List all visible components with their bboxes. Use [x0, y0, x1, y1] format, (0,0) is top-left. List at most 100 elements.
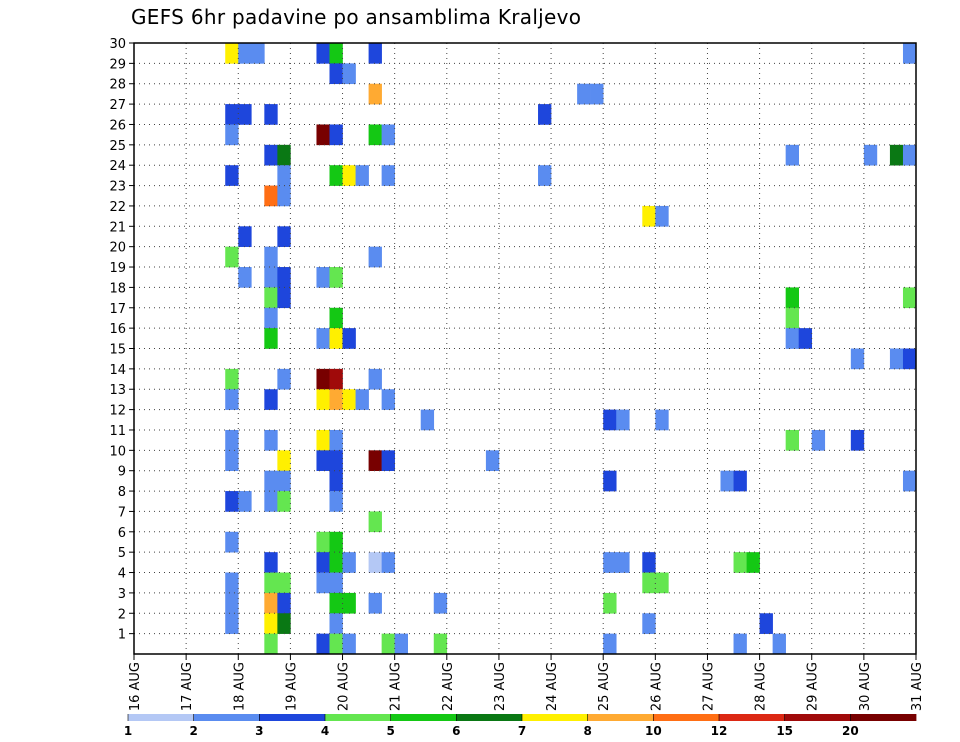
heatmap-cell: [264, 307, 278, 329]
heatmap-cell: [329, 552, 343, 573]
heatmap-cell: [368, 592, 382, 614]
y-tick-label: 4: [118, 567, 126, 582]
heatmap-cell: [277, 470, 291, 492]
heatmap-cell: [316, 450, 330, 471]
heatmap-cell: [603, 470, 617, 492]
heatmap-cell: [642, 205, 656, 227]
heatmap-cell: [342, 328, 356, 349]
heatmap-cells: [225, 43, 917, 655]
heatmap-cell: [225, 572, 239, 594]
heatmap-cell: [277, 491, 291, 512]
y-tick-label: 12: [109, 404, 126, 419]
heatmap-cell: [577, 83, 591, 105]
heatmap-cell: [225, 104, 239, 125]
x-tick-label: 20 AUG: [337, 662, 352, 711]
colorbar-label: 6: [452, 724, 460, 738]
heatmap-cell: [772, 633, 786, 655]
heatmap-cell: [329, 429, 343, 451]
heatmap-cell: [264, 592, 278, 614]
y-tick-label: 2: [118, 607, 126, 622]
heatmap-cell: [264, 246, 278, 268]
heatmap-cell: [316, 389, 330, 410]
heatmap-cell: [264, 429, 278, 451]
y-tick-label: 23: [109, 180, 126, 195]
colorbar-label: 15: [776, 724, 793, 738]
heatmap-cell: [368, 83, 382, 105]
heatmap-cell: [225, 592, 239, 614]
y-tick-label: 7: [118, 505, 126, 520]
colorbar-swatch: [587, 714, 654, 721]
heatmap-cell: [746, 552, 760, 573]
heatmap-cell: [850, 429, 865, 451]
y-tick-label: 22: [109, 200, 126, 215]
y-tick-label: 13: [109, 383, 126, 398]
heatmap-cell: [277, 165, 291, 186]
heatmap-cell: [238, 267, 252, 288]
heatmap-cell: [316, 552, 330, 573]
x-tick-label: 23 AUG: [493, 662, 508, 711]
heatmap-cell: [433, 592, 448, 614]
heatmap-cell: [264, 613, 278, 634]
heatmap-cell: [277, 572, 291, 594]
heatmap-cell: [538, 104, 552, 125]
heatmap-cell: [642, 572, 656, 594]
y-tick-label: 24: [109, 159, 126, 174]
y-tick-label: 19: [109, 261, 126, 276]
heatmap-cell: [603, 552, 617, 573]
heatmap-cell: [277, 613, 291, 634]
heatmap-cell: [225, 429, 239, 451]
colorbar-swatch: [456, 714, 523, 721]
heatmap-cell: [264, 144, 278, 166]
y-tick-label: 26: [109, 118, 126, 133]
heatmap-cell: [329, 633, 343, 655]
heatmap-cell: [850, 348, 865, 370]
heatmap-cell: [316, 124, 330, 146]
heatmap-cell: [902, 144, 917, 166]
heatmap-cell: [225, 124, 239, 146]
x-tick-label: 21 AUG: [389, 662, 404, 711]
heatmap-cell: [225, 450, 239, 471]
y-tick-label: 29: [109, 57, 126, 72]
heatmap-cell: [811, 429, 826, 451]
heatmap-cell: [381, 165, 395, 186]
heatmap-cell: [264, 491, 278, 512]
heatmap-cell: [368, 511, 382, 533]
heatmap-cell: [225, 368, 239, 390]
heatmap-cell: [264, 633, 278, 655]
y-tick-label: 21: [109, 220, 126, 235]
heatmap-cell: [316, 368, 330, 390]
heatmap-cell: [316, 572, 330, 594]
colorbar-label: 5: [386, 724, 394, 738]
colorbar-label: 10: [645, 724, 662, 738]
y-tick-label: 9: [118, 465, 126, 480]
heatmap-cell: [381, 124, 395, 146]
heatmap-cell: [277, 226, 291, 247]
heatmap-cell: [264, 185, 278, 207]
heatmap-cell: [485, 450, 500, 471]
y-tick-label: 3: [118, 587, 126, 602]
colorbar-swatch: [390, 714, 457, 721]
colorbar-swatch: [259, 714, 326, 721]
heatmap-cell: [277, 287, 291, 309]
heatmap-cell: [785, 429, 799, 451]
heatmap-cell: [329, 124, 343, 146]
heatmap-cell: [238, 226, 252, 247]
heatmap-cell: [603, 633, 617, 655]
heatmap-cell: [329, 531, 343, 553]
heatmap-cell: [329, 389, 343, 410]
colorbar-swatch: [719, 714, 786, 721]
heatmap-cell: [316, 429, 330, 451]
heatmap-cell: [316, 328, 330, 349]
heatmap-cell: [329, 592, 343, 614]
heatmap-cell: [264, 267, 278, 288]
heatmap-cell: [759, 613, 773, 634]
heatmap-cell: [655, 205, 669, 227]
heatmap-cell: [889, 144, 904, 166]
heatmap-cell: [616, 409, 630, 431]
y-tick-label: 16: [109, 322, 126, 337]
x-tick-label: 27 AUG: [701, 662, 716, 711]
heatmap-cell: [381, 450, 395, 471]
heatmap-cell: [238, 43, 252, 64]
heatmap-cell: [785, 307, 799, 329]
